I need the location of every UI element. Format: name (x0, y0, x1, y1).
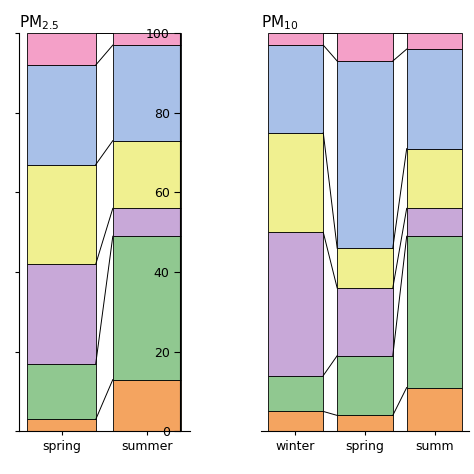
Bar (268, 33, 323, 45)
Bar (27, 164, 96, 264)
Bar (27, 419, 96, 431)
Bar (407, 49, 462, 149)
Bar (113, 380, 181, 431)
Bar (113, 45, 181, 141)
Bar (268, 232, 323, 375)
Bar (113, 33, 181, 45)
Bar (337, 61, 393, 248)
Bar (27, 264, 96, 364)
Bar (27, 33, 96, 65)
Text: PM$_{10}$: PM$_{10}$ (261, 14, 298, 32)
Bar (407, 388, 462, 431)
Bar (407, 236, 462, 388)
Bar (407, 209, 462, 236)
Bar (268, 45, 323, 133)
Text: PM$_{2.5}$: PM$_{2.5}$ (19, 14, 59, 32)
Bar (113, 209, 181, 236)
Bar (268, 411, 323, 431)
Bar (337, 33, 393, 61)
Bar (407, 149, 462, 209)
Bar (27, 65, 96, 164)
Bar (337, 356, 393, 415)
Bar (407, 33, 462, 49)
Bar (337, 248, 393, 288)
Bar (113, 141, 181, 209)
Bar (268, 133, 323, 232)
Bar (268, 375, 323, 411)
Bar (27, 364, 96, 419)
Bar (337, 288, 393, 356)
Bar (337, 415, 393, 431)
Bar (113, 236, 181, 380)
